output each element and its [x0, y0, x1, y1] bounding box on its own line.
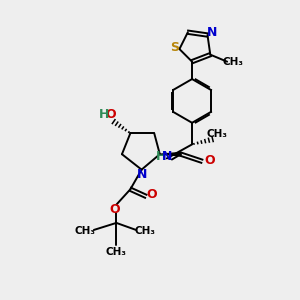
Text: O: O [147, 188, 157, 201]
Text: CH₃: CH₃ [206, 129, 227, 139]
Text: CH₃: CH₃ [134, 226, 155, 236]
Text: N: N [136, 168, 147, 181]
Text: CH₃: CH₃ [223, 57, 244, 67]
Text: O: O [105, 108, 116, 122]
Text: S: S [170, 41, 179, 54]
Polygon shape [160, 152, 181, 156]
Text: O: O [204, 154, 215, 167]
Text: H: H [98, 108, 109, 122]
Text: N: N [207, 26, 217, 39]
Text: CH₃: CH₃ [106, 247, 127, 256]
Text: CH₃: CH₃ [74, 226, 95, 236]
Text: H: H [155, 150, 166, 163]
Text: N: N [162, 150, 172, 163]
Text: O: O [110, 203, 120, 216]
